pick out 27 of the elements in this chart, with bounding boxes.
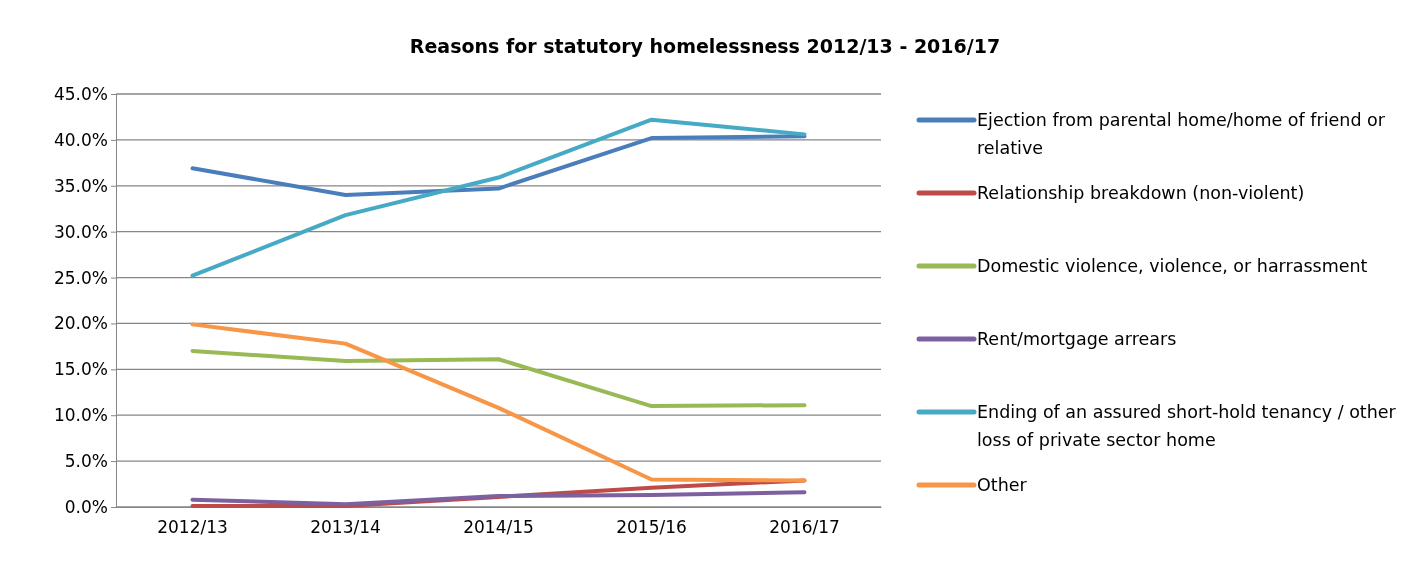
line-series — [190, 134, 807, 197]
y-tick-label: 45.0% — [53, 83, 108, 104]
y-tick-label: 40.0% — [53, 129, 108, 150]
x-tick-label: 2016/17 — [769, 517, 840, 538]
chart-title: Reasons for statutory homelessness 2012/13 - 2016/17 — [409, 35, 1001, 57]
legend-label: Rent/mortgage arrears — [977, 329, 1177, 349]
x-tick-label: 2014/15 — [463, 517, 534, 538]
y-tick-label: 30.0% — [53, 221, 108, 242]
line-series — [190, 322, 807, 483]
y-tick-label: 0.0% — [64, 496, 108, 517]
legend-label: Relationship breakdown (non-violent) — [977, 183, 1305, 203]
legend-label: Domestic violence, violence, or harrassment — [977, 256, 1368, 276]
x-tick-label: 2012/13 — [157, 517, 228, 538]
x-tick-label: 2013/14 — [310, 517, 381, 538]
y-tick-label: 25.0% — [53, 267, 108, 288]
x-tick-label: 2015/16 — [616, 517, 687, 538]
line-series — [190, 490, 807, 507]
legend-label: Ending of an assured short-hold tenancy / other loss of private sector home — [977, 402, 1397, 450]
legend-label: Other — [977, 475, 1028, 495]
line-series — [190, 117, 807, 278]
legend-label: Ejection from parental home/home of friend or relative — [977, 110, 1386, 158]
y-tick-label: 5.0% — [64, 451, 108, 472]
line-series — [190, 348, 807, 409]
y-tick-label: 35.0% — [53, 175, 108, 196]
y-tick-label: 15.0% — [53, 359, 108, 380]
y-tick-label: 10.0% — [53, 405, 108, 426]
y-tick-label: 20.0% — [53, 313, 108, 334]
